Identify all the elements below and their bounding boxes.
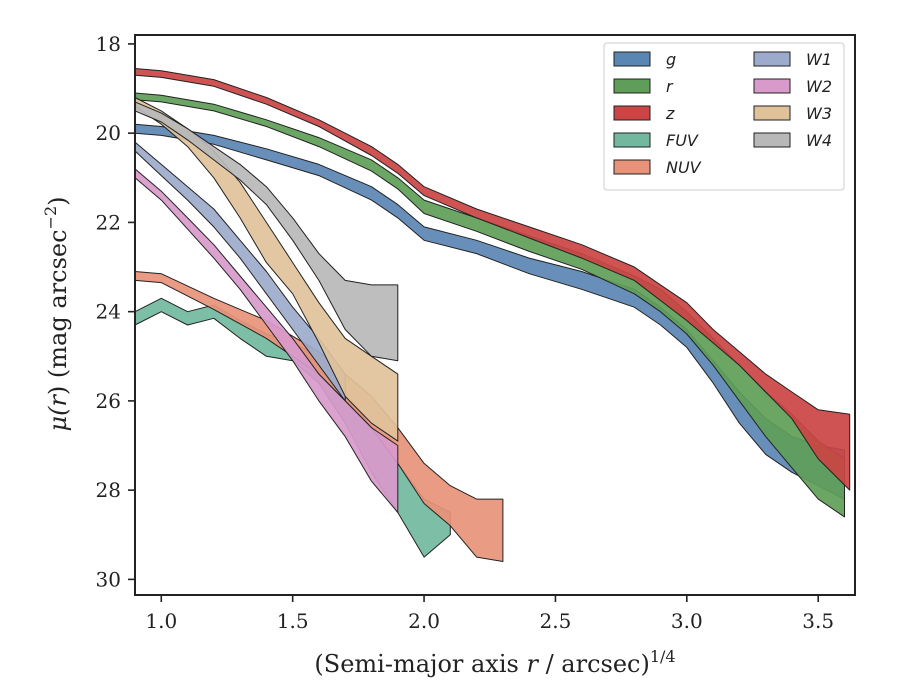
legend-label: W3 bbox=[806, 104, 832, 123]
series-band-w4 bbox=[134, 101, 399, 362]
y-tick-label: 22 bbox=[96, 210, 121, 234]
legend-label: W2 bbox=[806, 77, 832, 96]
legend-item-fuv: FUV bbox=[613, 131, 699, 150]
y-tick-label: 30 bbox=[96, 567, 121, 591]
legend-swatch bbox=[613, 105, 651, 121]
series-band-z bbox=[134, 68, 851, 491]
y-tick-label: 20 bbox=[96, 121, 121, 145]
legend-item-w4: W4 bbox=[753, 131, 832, 150]
legend-label: W4 bbox=[806, 131, 832, 150]
legend-swatch bbox=[613, 159, 651, 175]
legend-label: W1 bbox=[806, 50, 832, 69]
y-axis-title: μ(r) (mag arcsec−2) bbox=[41, 196, 72, 431]
y-tick-label: 26 bbox=[96, 389, 121, 413]
legend-swatch bbox=[753, 105, 791, 121]
y-tick-label: 18 bbox=[96, 32, 121, 56]
x-tick-label: 2.5 bbox=[540, 609, 572, 633]
legend-item-w2: W2 bbox=[753, 77, 832, 96]
legend-item-w1: W1 bbox=[753, 50, 832, 69]
x-tick-label: 1.0 bbox=[145, 609, 177, 633]
legend-item-g: g bbox=[613, 50, 676, 69]
y-ticks: 18 20 22 24 26 28 30 bbox=[96, 32, 135, 591]
legend-swatch bbox=[753, 132, 791, 148]
y-tick-label: 24 bbox=[96, 300, 121, 324]
x-tick-label: 3.5 bbox=[802, 609, 834, 633]
series-band-w2 bbox=[134, 168, 399, 513]
legend-swatch bbox=[753, 51, 791, 67]
legend-label: FUV bbox=[666, 131, 699, 150]
y-tick-label: 28 bbox=[96, 478, 121, 502]
x-axis-title: (Semi-major axis r / arcsec)1/4 bbox=[314, 647, 675, 678]
legend-label: g bbox=[666, 50, 676, 69]
legend-item-r: r bbox=[613, 77, 674, 96]
legend-item-nuv: NUV bbox=[613, 158, 702, 177]
legend-swatch bbox=[613, 78, 651, 94]
legend-item-w3: W3 bbox=[753, 104, 832, 123]
legend-label: z bbox=[665, 104, 675, 123]
x-tick-label: 3.0 bbox=[671, 609, 703, 633]
legend-label: r bbox=[666, 77, 674, 96]
legend-label: NUV bbox=[666, 158, 702, 177]
legend-swatch bbox=[613, 51, 651, 67]
plot-frame bbox=[134, 34, 856, 596]
x-tick-label: 1.5 bbox=[277, 609, 309, 633]
x-tick-label: 2.0 bbox=[408, 609, 440, 633]
legend-swatch bbox=[613, 132, 651, 148]
legend-swatch bbox=[753, 78, 791, 94]
series-band-r bbox=[134, 92, 845, 518]
legend: grz FUV NUV W1 W2 W3 W4 bbox=[603, 42, 845, 191]
plot-series bbox=[134, 68, 851, 562]
legend-item-z: z bbox=[613, 104, 675, 123]
x-ticks: 1.0 1.5 2.0 2.5 3.0 3.5 bbox=[145, 595, 834, 633]
